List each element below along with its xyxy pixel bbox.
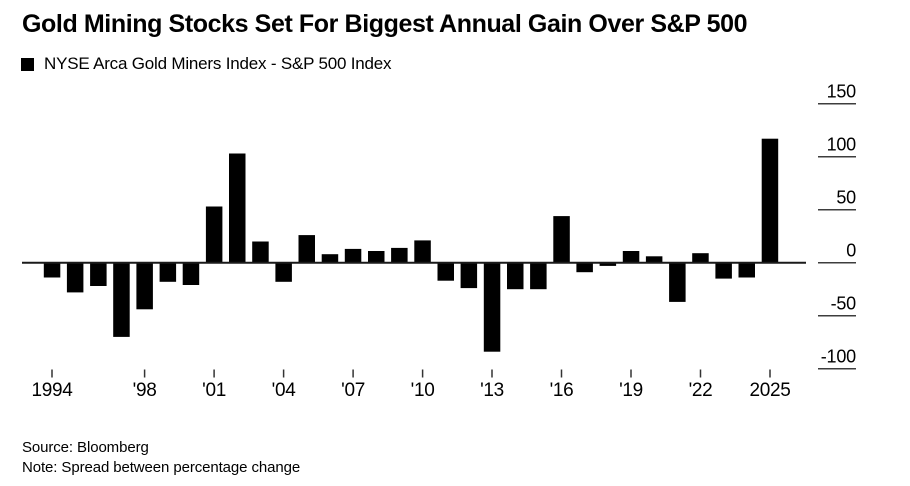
x-tick-label-2013: '13: [480, 380, 504, 401]
bar-2004: [275, 262, 292, 282]
bar-2011: [437, 262, 454, 281]
bar-1994: [43, 262, 61, 278]
x-tick-label-2022: '22: [689, 380, 713, 401]
bar-2013: [483, 262, 501, 352]
chart-footnotes: Source: Bloomberg Note: Spread between p…: [22, 438, 300, 477]
bar-1995: [66, 262, 84, 293]
x-tick-label-2010: '10: [411, 380, 435, 401]
bar-2020: [645, 256, 663, 263]
x-tick-label-2004: '04: [272, 380, 297, 401]
legend-swatch-icon: [21, 57, 34, 71]
bar-2003: [252, 241, 269, 263]
y-tick-label-150: 150: [827, 82, 857, 102]
bar-2002: [229, 153, 246, 263]
bar-2005: [298, 235, 315, 263]
bar-1997: [113, 262, 130, 337]
bar-2001: [205, 206, 223, 263]
bar-2000: [182, 262, 200, 285]
bar-2008: [368, 251, 385, 263]
bar-2024: [738, 262, 755, 278]
x-tick-label-1998: '98: [133, 380, 157, 401]
bar-2015: [530, 262, 547, 290]
bar-2019: [622, 251, 640, 263]
bar-1998: [136, 262, 153, 310]
bar-2023: [715, 262, 732, 279]
y-tick-label-50: 50: [836, 188, 856, 208]
chart-title: Gold Mining Stocks Set For Biggest Annua…: [22, 10, 748, 38]
bar-1999: [159, 262, 177, 282]
bar-2014: [507, 262, 524, 290]
bar-2012: [460, 262, 478, 289]
bar-2016: [553, 216, 570, 263]
bar-2009: [391, 247, 408, 263]
legend-label: NYSE Arca Gold Miners Index - S&P 500 In…: [44, 54, 392, 73]
y-tick-label--100: -100: [821, 347, 856, 367]
y-tick-label-100: 100: [827, 135, 857, 155]
bar-2021: [669, 262, 686, 302]
y-tick-label-0: 0: [846, 241, 856, 261]
x-tick-label-1994: 1994: [31, 380, 73, 401]
legend: NYSE Arca Gold Miners Index - S&P 500 In…: [21, 54, 392, 74]
source-note: Source: Bloomberg: [22, 439, 149, 456]
bar-2010: [414, 240, 431, 263]
x-tick-label-2025: 2025: [749, 380, 790, 401]
bar-2022: [692, 253, 709, 263]
x-tick-label-2001: '01: [202, 380, 226, 401]
bar-2006: [321, 254, 339, 263]
x-tick-label-2007: '07: [341, 380, 365, 401]
bar-2007: [344, 248, 362, 263]
bar-2018: [599, 262, 617, 266]
x-tick-label-2016: '16: [550, 380, 574, 401]
bar-1996: [90, 262, 107, 286]
y-tick-label--50: -50: [831, 294, 857, 314]
bar-2017: [576, 262, 593, 273]
bar-2025: [761, 138, 779, 263]
x-tick-label-2019: '19: [619, 380, 643, 401]
methodology-note: Note: Spread between percentage change: [22, 458, 301, 476]
